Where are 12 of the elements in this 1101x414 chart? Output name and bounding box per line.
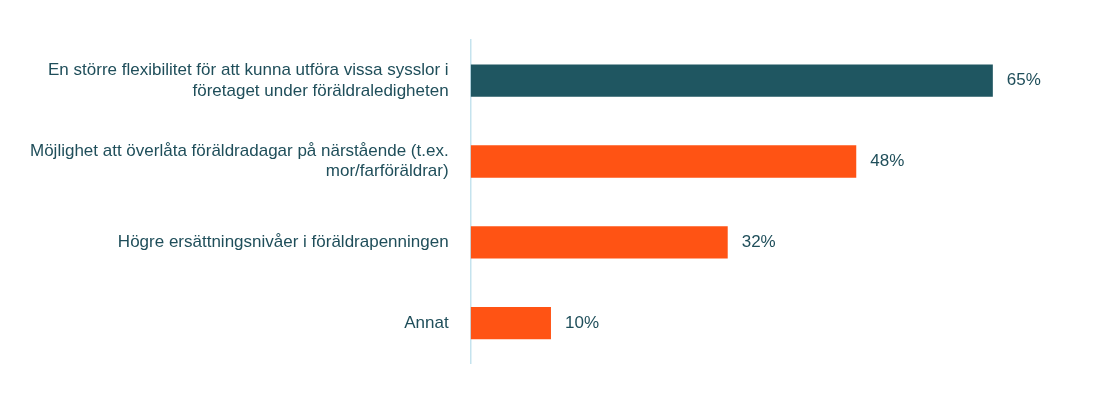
data-label: 48% [870,151,905,171]
y-tick-label: Högre ersättningsnivåer i föräldrapenningen [117,232,449,252]
bar [470,307,551,340]
data-label: 65% [1006,70,1041,90]
y-tick-label: Möjlighet att överlåta föräldradagar på närstående (t.ex. mor/farföräldrar) [29,140,449,181]
y-tick-label: En större flexibilitet för att kunna utföra vissa sysslor i företaget under föräldraledigheten [48,60,449,100]
data-label: 10% [564,312,599,332]
y-tick-label: Annat [404,312,449,332]
data-label: 32% [741,232,776,252]
bar [470,226,728,259]
bar [470,145,857,178]
bar [470,64,993,97]
